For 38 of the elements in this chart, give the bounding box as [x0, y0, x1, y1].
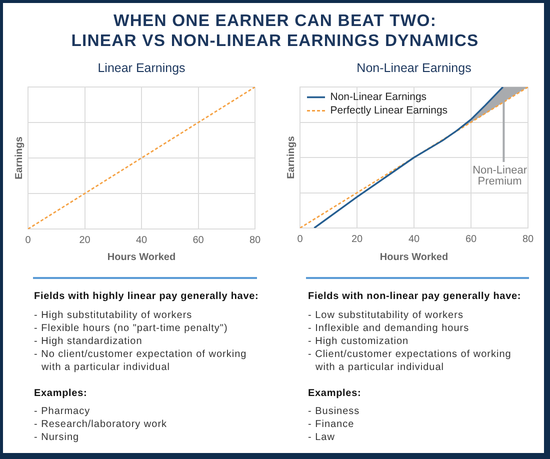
text: - High substitutability of workers [34, 309, 194, 322]
text: - Flexible hours (no "part-time penalty") [34, 322, 229, 335]
chart-title: Non-Linear Earnings [356, 60, 472, 75]
text: WHEN ONE EARNER CAN BEAT TWO: LINEAR VS NON-LINEAR EARNINGS DYNAMICS [70, 10, 480, 51]
text: - Inflexible and demanding hours [308, 322, 470, 335]
text: Examples: [308, 386, 362, 400]
text: - Client/customer expectations of working with a particular individual [308, 348, 512, 374]
text: Fields with non-linear pay generally have: [308, 290, 522, 304]
x-tick-label: 40 [136, 234, 148, 246]
x-tick-label: 20 [351, 234, 363, 245]
text: - No client/customer expectation of working with a particular individual [34, 348, 248, 374]
text: Fields with highly linear pay generally have: [34, 290, 259, 304]
x-tick-label: 60 [465, 234, 477, 245]
x-tick-label: 0 [297, 234, 304, 245]
x-tick-label: 60 [192, 234, 204, 246]
legend-label: Perfectly Linear Earnings [330, 104, 448, 117]
y-axis-title: Earnings [286, 136, 297, 179]
text: - Low substitutability of workers [308, 309, 464, 322]
y-axis-title: Earnings [14, 136, 25, 180]
text: - High standardization [34, 335, 144, 348]
x-axis-title: Hours Worked [107, 252, 176, 263]
x-tick-label: 80 [249, 234, 261, 246]
chart-title: Linear Earnings [98, 60, 186, 75]
text: - Finance [308, 418, 356, 431]
text: - Business [308, 404, 361, 418]
x-tick-label: 40 [408, 234, 420, 245]
x-tick-label: 20 [79, 234, 91, 246]
text: - High customization [308, 335, 410, 348]
text: - Nursing [34, 430, 80, 444]
x-axis-title: Hours Worked [380, 252, 448, 263]
legend-label: Non-Linear Earnings [330, 91, 427, 104]
text: Examples: [34, 386, 88, 400]
text: - Law [308, 430, 336, 444]
text: - Research/laboratory work [34, 418, 168, 431]
x-tick-label: 0 [25, 234, 32, 246]
x-tick-label: 80 [522, 234, 534, 245]
text: - Pharmacy [34, 404, 92, 418]
annotation: Non-Linear Premium [472, 164, 528, 188]
